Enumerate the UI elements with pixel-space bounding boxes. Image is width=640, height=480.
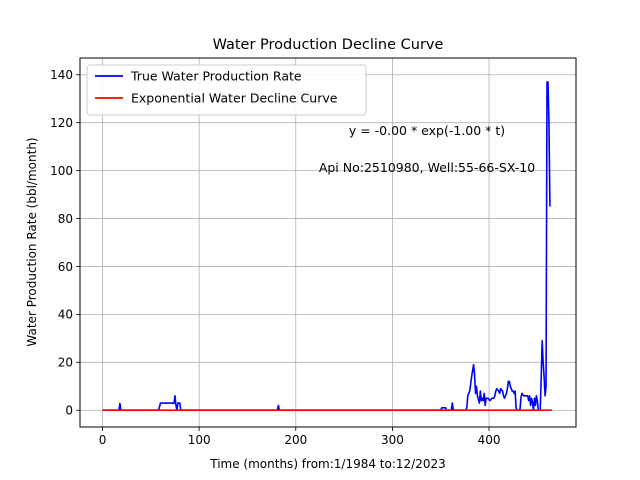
x-tick-label: 400 (478, 433, 501, 447)
equation-annotation: y = -0.00 * exp(-1.00 * t) (349, 123, 505, 138)
legend-label-true-rate: True Water Production Rate (130, 69, 302, 84)
legend-box (86, 64, 367, 116)
grid (80, 58, 576, 427)
y-tick-label: 20 (58, 356, 73, 370)
y-tick-label: 60 (58, 260, 73, 274)
chart-title: Water Production Decline Curve (213, 37, 444, 53)
y-tick-label: 40 (58, 308, 73, 322)
legend: True Water Production Rate Exponential W… (86, 64, 367, 116)
plot-area-frame (79, 57, 577, 428)
y-tick-label: 80 (58, 212, 73, 226)
x-tick-label: 100 (188, 433, 211, 447)
x-tick-label: 300 (381, 433, 404, 447)
y-tick-label: 0 (65, 404, 73, 418)
series-layer (102, 81, 552, 412)
legend-label-exponential: Exponential Water Decline Curve (131, 91, 338, 106)
x-axis-label: Time (months) from:1/1984 to:12/2023 (209, 457, 446, 471)
y-tick-label: 120 (50, 116, 73, 130)
well-annotation: Api No:2510980, Well:55-66-SX-10 (319, 160, 535, 175)
axis-ticks: 0 100 200 300 400 0 20 40 60 80 100 120 140 (50, 68, 500, 447)
x-tick-label: 0 (99, 433, 107, 447)
y-axis-label: Water Production Rate (bbl/month) (25, 137, 39, 346)
true-water-production-line (102, 81, 551, 412)
y-tick-label: 100 (50, 164, 73, 178)
x-tick-label: 200 (284, 433, 307, 447)
y-tick-label: 140 (50, 68, 73, 82)
